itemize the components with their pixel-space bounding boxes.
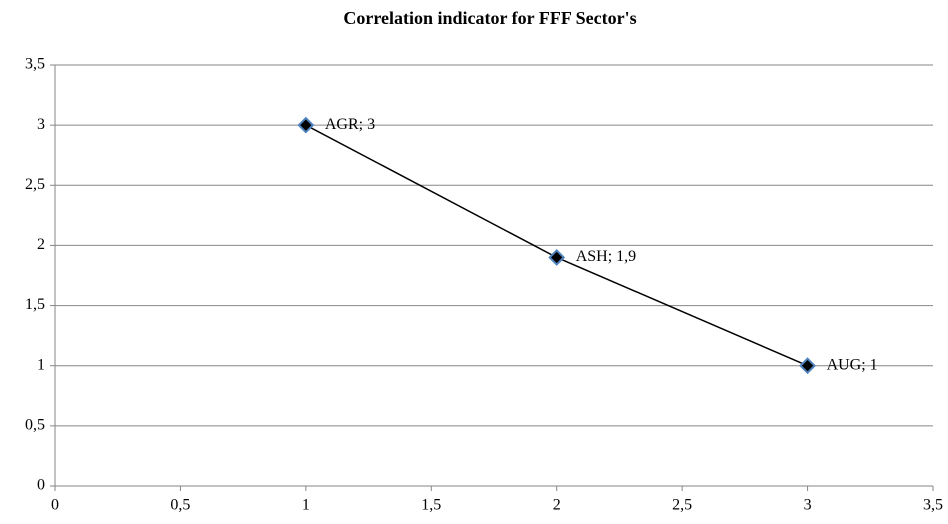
y-tick-label: 1 xyxy=(37,356,45,373)
x-tick-label: 2 xyxy=(553,497,561,514)
marker xyxy=(548,249,566,266)
x-tick-label: 3,5 xyxy=(923,497,943,514)
data-label: AGR; 3 xyxy=(325,116,375,133)
y-tick-label: 3 xyxy=(37,116,45,133)
x-tick-label: 0 xyxy=(51,497,59,514)
y-tick-label: 1,5 xyxy=(25,296,45,313)
x-tick-label: 1 xyxy=(302,497,310,514)
x-tick-label: 2,5 xyxy=(672,497,692,514)
marker xyxy=(799,357,816,375)
x-tick-label: 0,5 xyxy=(170,497,190,514)
y-tick-label: 0 xyxy=(37,477,45,494)
x-tick-label: 1,5 xyxy=(421,497,441,514)
x-tick-label: 3 xyxy=(804,497,812,514)
y-tick-label: 2,5 xyxy=(25,176,45,193)
y-tick-label: 2 xyxy=(37,236,45,253)
data-label: AUG; 1 xyxy=(827,356,878,373)
chart-title: Correlation indicator for FFF Sector's xyxy=(343,8,636,28)
y-tick-label: 0,5 xyxy=(25,417,45,434)
y-tick-label: 3,5 xyxy=(25,56,45,73)
marker xyxy=(297,116,315,134)
data-label: ASH; 1,9 xyxy=(576,248,636,265)
